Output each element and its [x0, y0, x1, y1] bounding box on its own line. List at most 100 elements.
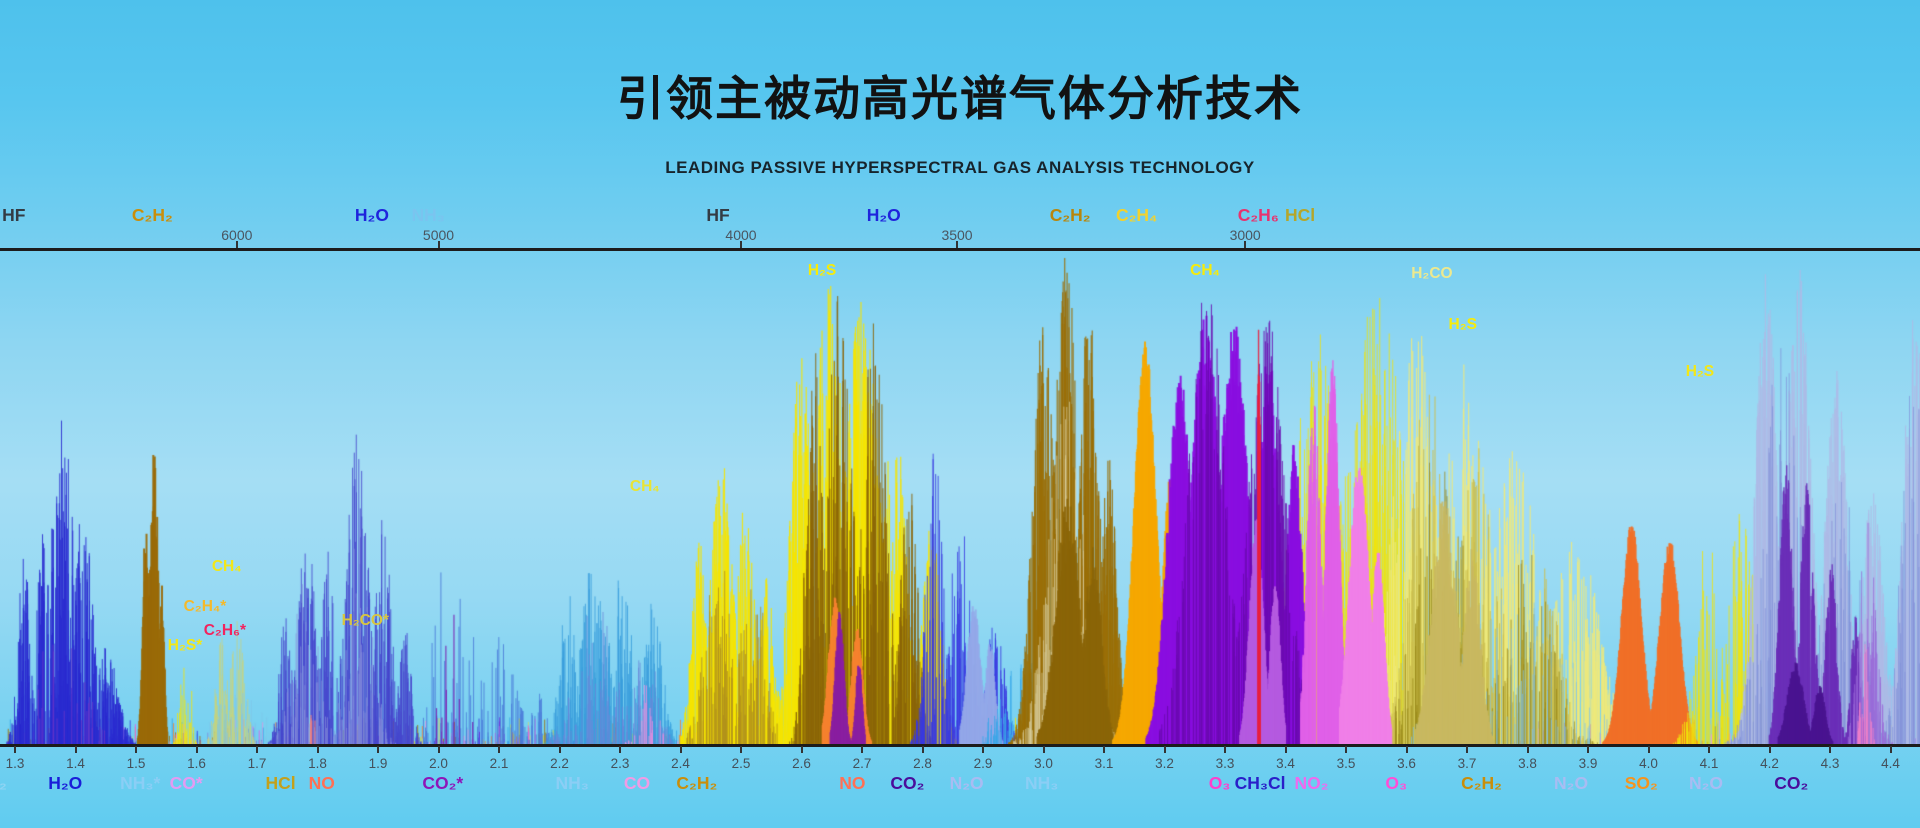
- tick-mark: [377, 746, 379, 753]
- wavelength-tick-label: 3.9: [1578, 756, 1598, 771]
- tick-mark: [740, 241, 742, 248]
- bottom-gas-label: NO: [839, 773, 866, 793]
- bottom-gas-label: N₂O: [1554, 773, 1589, 793]
- top-gas-label: NH₃: [411, 205, 445, 225]
- tick-mark: [437, 241, 440, 248]
- wavelength-tick-label: 2.5: [731, 756, 751, 771]
- tick-mark: [195, 746, 198, 753]
- tick-mark: [256, 746, 258, 753]
- bottom-gas-label: O₃: [1385, 773, 1408, 793]
- bottom-gas-label: N₂O: [1688, 773, 1723, 793]
- wavelength-tick-label: 1.4: [66, 756, 85, 771]
- plot-gas-label: H₂CO*: [341, 612, 389, 629]
- top-gas-label: C₂H₂: [1049, 205, 1091, 225]
- wavelength-tick-label: 3.7: [1457, 756, 1477, 771]
- bottom-gas-label: N₂O: [949, 773, 984, 793]
- tick-mark: [1708, 746, 1710, 753]
- bottom-gas-label: NH₃: [555, 773, 589, 793]
- wavelength-tick-label: 1.5: [126, 756, 146, 771]
- bottom-gas-label: C₂H₂: [676, 773, 718, 793]
- bottom-gas-label: CO₂*: [422, 773, 464, 793]
- bottom-gas-label: ₂: [0, 773, 7, 793]
- tick-mark: [1284, 746, 1287, 753]
- tick-mark: [921, 746, 924, 753]
- wavenumber-tick-label: 6000: [221, 227, 253, 243]
- tick-mark: [982, 746, 984, 753]
- wavelength-tick-label: 2.6: [792, 756, 811, 771]
- tick-mark: [861, 746, 863, 753]
- wavelength-tick-label: 4.1: [1699, 756, 1719, 771]
- page-title: 引领主被动高光谱气体分析技术: [617, 72, 1303, 125]
- wavelength-tick-label: 4.0: [1639, 756, 1658, 771]
- plot-gas-label: H₂CO: [1411, 265, 1453, 282]
- bottom-gas-label: CO₂: [890, 773, 925, 793]
- tick-mark: [1587, 746, 1589, 753]
- tick-mark: [956, 241, 959, 248]
- wavenumber-tick-label: 3500: [941, 227, 973, 243]
- plot-gas-label: H₂S: [1448, 316, 1477, 333]
- tick-mark: [235, 241, 238, 248]
- wavelength-tick-label: 3.0: [1034, 756, 1053, 771]
- wavelength-tick-label: 3.2: [1155, 756, 1174, 771]
- wavelength-tick-label: 3.6: [1397, 756, 1416, 771]
- page-subtitle: LEADING PASSIVE HYPERSPECTRAL GAS ANALYS…: [665, 158, 1255, 177]
- plot-gas-label: H₂S*: [167, 637, 203, 654]
- tick-mark: [558, 746, 561, 753]
- tick-mark: [316, 746, 319, 753]
- bottom-gas-label: CH₃Cl: [1234, 773, 1286, 793]
- tick-mark: [1042, 746, 1045, 753]
- bottom-gas-label: C₂H₂: [1461, 773, 1502, 793]
- tick-mark: [498, 746, 500, 753]
- plot-gas-label: CH₄: [1190, 262, 1220, 279]
- tick-mark: [1768, 746, 1771, 753]
- tick-mark: [1163, 746, 1166, 753]
- tick-mark: [679, 746, 682, 753]
- wavelength-tick-label: 3.4: [1276, 756, 1295, 771]
- top-gas-label: H₂O: [354, 205, 389, 225]
- wavelength-tick-label: 2.9: [973, 756, 993, 771]
- tick-mark: [800, 746, 803, 753]
- tick-mark: [1345, 746, 1347, 753]
- gas-spectra-canvas: [0, 250, 1920, 745]
- wavelength-tick-label: 1.7: [247, 756, 267, 771]
- tick-mark: [1244, 241, 1247, 248]
- wavelength-tick-label: 3.8: [1518, 756, 1537, 771]
- tick-mark: [1405, 746, 1408, 753]
- wavenumber-tick-label: 3000: [1229, 227, 1261, 243]
- wavelength-tick-label: 4.3: [1820, 756, 1840, 771]
- top-gas-label: C₂H₂: [131, 205, 173, 225]
- plot-gas-label: C₂H₆*: [203, 622, 247, 639]
- bottom-gas-label: HCl: [265, 773, 296, 793]
- tick-mark: [1647, 746, 1650, 753]
- wavelength-tick-label: 2.8: [913, 756, 932, 771]
- wavelength-tick-label: 2.7: [852, 756, 872, 771]
- wavelength-tick-label: 2.2: [550, 756, 569, 771]
- wavelength-tick-label: 3.5: [1336, 756, 1356, 771]
- tick-mark: [1103, 746, 1105, 753]
- wavelength-tick-label: 2.0: [429, 756, 448, 771]
- tick-mark: [1526, 746, 1529, 753]
- top-gas-label: H₂O: [866, 205, 901, 225]
- top-gas-label: HCl: [1284, 205, 1316, 225]
- tick-mark: [74, 746, 77, 753]
- wavelength-tick-label: 4.2: [1760, 756, 1779, 771]
- bottom-gas-label: NH₃: [1024, 773, 1059, 793]
- bottom-gas-label: NH₃*: [120, 773, 161, 793]
- tick-mark: [1224, 746, 1226, 753]
- bottom-gas-label: SO₂: [1624, 773, 1658, 793]
- top-gas-label: HF: [2, 205, 26, 225]
- wavenumber-tick-label: 5000: [422, 227, 455, 243]
- tick-mark: [740, 746, 742, 753]
- wavelength-tick-label: 4.4: [1881, 756, 1900, 771]
- wavelength-tick-label: 3.1: [1094, 756, 1114, 771]
- wavelength-tick-label: 2.4: [671, 756, 690, 771]
- bottom-gas-label: NO₂: [1294, 773, 1329, 793]
- plot-gas-label: H₂S: [807, 262, 837, 279]
- tick-mark: [619, 746, 621, 753]
- wavelength-tick-label: 1.9: [368, 756, 388, 771]
- top-axis-line: [0, 248, 1920, 251]
- tick-mark: [1829, 746, 1831, 753]
- tick-mark: [437, 746, 440, 753]
- wavelength-tick-label: 1.6: [187, 756, 206, 771]
- wavelength-tick-label: 3.3: [1215, 756, 1235, 771]
